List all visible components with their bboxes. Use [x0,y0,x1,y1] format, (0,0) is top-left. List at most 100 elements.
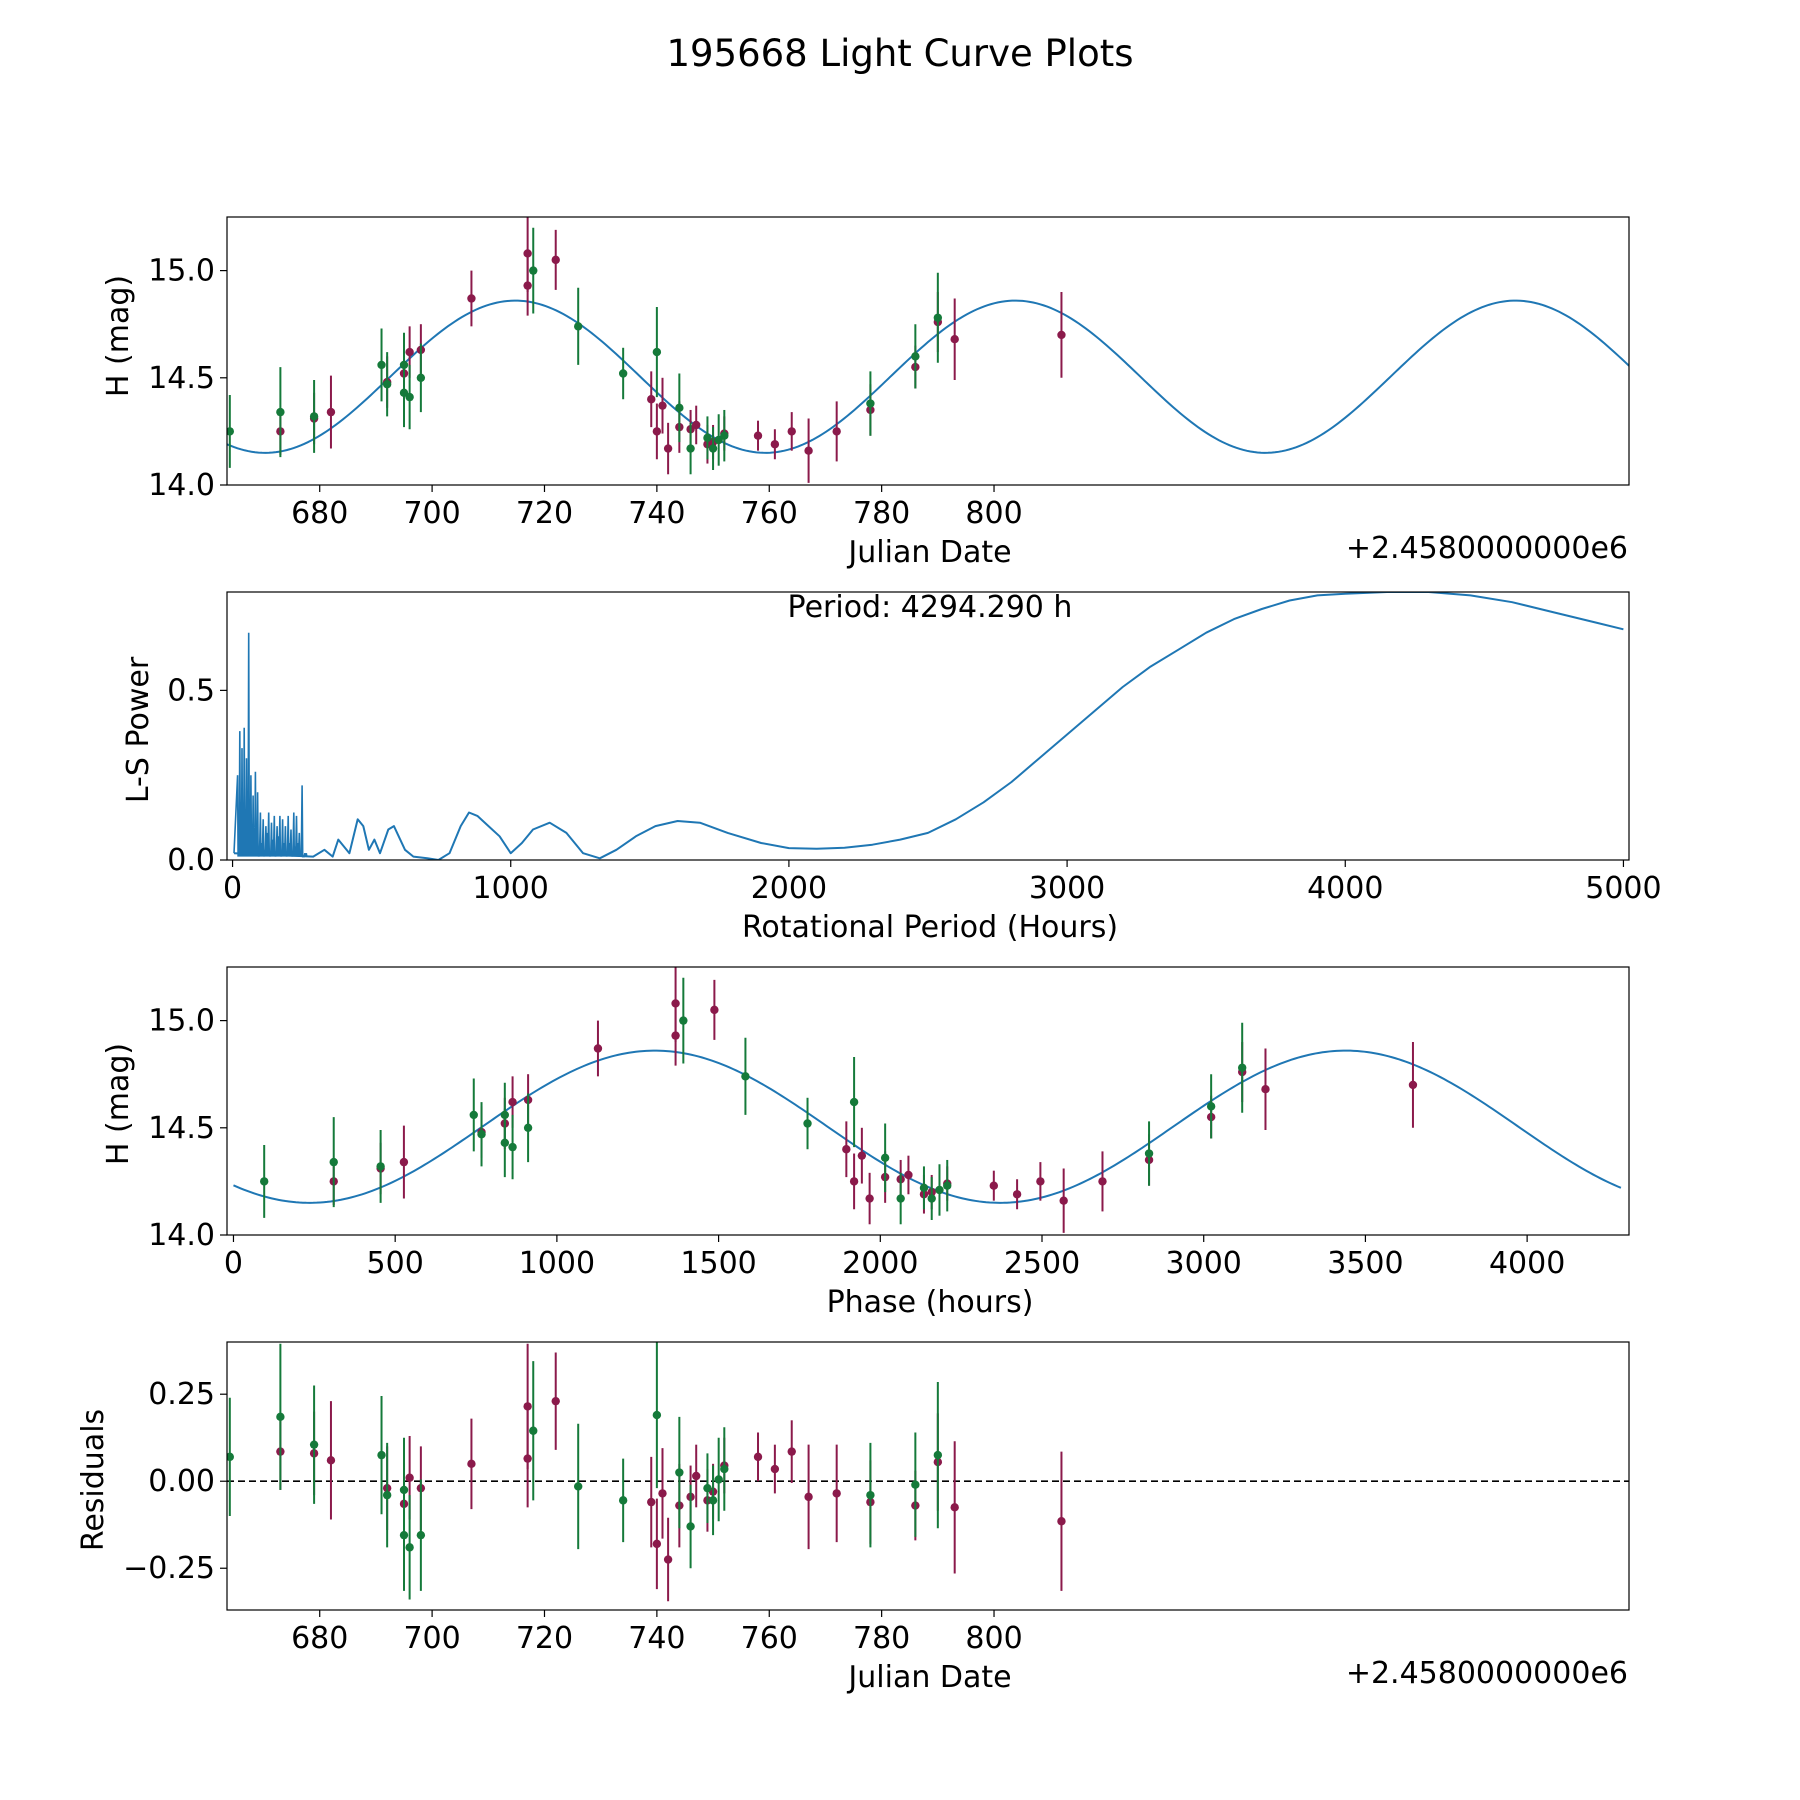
lightcurve-data-point [276,407,285,417]
phased-xtick-label: 4000 [1489,1246,1565,1281]
periodogram-xtick-label: 4000 [1307,871,1383,906]
lightcurve-data-point [326,407,336,417]
lightcurve-data-point [663,444,673,453]
lightcurve-data-point [529,266,538,275]
residuals-xlabel: Julian Date [846,1660,1011,1695]
residuals-data-point [703,1483,712,1493]
phased-data-point [593,1044,603,1053]
residuals-data-point [770,1464,780,1474]
residuals-data-point [523,1454,532,1463]
residuals-data-point [652,1410,662,1420]
phased-data-point [710,1005,719,1015]
residuals-plot-area [227,1342,1629,1602]
lightcurve-data-point [832,427,841,436]
residuals-data-point [467,1459,476,1469]
phased-data-point [927,1194,936,1203]
lightcurve-data-point [692,420,701,430]
period-annotation: Period: 4294.290 h [788,590,1073,625]
phased-data-point [259,1177,269,1186]
periodogram-power-line [233,592,1624,860]
lightcurve-data-point [933,313,943,322]
lightcurve-ytick-label: 15.0 [148,254,215,289]
lightcurve-axes-frame [226,216,1630,486]
periodogram-panel: Rotational Period (Hours) L-S Power Peri… [121,590,1662,945]
phased-data-point [849,1097,859,1107]
residuals-ytick-label: 0.25 [148,1377,215,1412]
lightcurve-data-point [1057,330,1066,340]
residuals-data-point [675,1468,684,1477]
residuals-data-point [753,1452,763,1462]
phased-data-point [508,1097,517,1107]
lightcurve-data-point [703,433,712,443]
lightcurve-data-point [551,255,560,265]
phased-data-point [989,1181,999,1190]
residuals-xtick-label: 740 [628,1621,685,1656]
residuals-data-point [692,1471,701,1481]
residuals-data-point [804,1492,813,1502]
residuals-data-point [382,1490,392,1500]
lightcurve-data-point [652,427,662,436]
lightcurve-data-point [416,373,426,382]
phased-xtick-label: 1000 [519,1246,595,1281]
phased-data-point [329,1157,338,1167]
lightcurve-xlabel: Julian Date [846,535,1011,570]
figure-title: 195668 Light Curve Plots [666,32,1133,75]
lightcurve-data-point [911,352,920,361]
lightcurve-data-point [377,360,386,370]
residuals-data-point [377,1450,386,1460]
phased-data-point [865,1194,874,1203]
phased-data-point [935,1185,944,1195]
lightcurve-data-point [618,369,628,378]
residuals-data-point [787,1447,796,1456]
phased-plot-area [233,967,1622,1233]
lightcurve-xtick-label: 680 [291,496,348,531]
phased-data-point [508,1142,517,1152]
phased-data-point [1206,1102,1216,1111]
lightcurve-data-point [652,347,662,357]
residuals-data-point [720,1464,729,1474]
lightcurve-data-point [787,427,796,436]
phased-data-point [477,1130,486,1139]
residuals-xtick-label: 760 [741,1621,798,1656]
phased-axes-frame [226,966,1630,1236]
lightcurve-data-point [523,249,532,258]
residuals-axes-frame [226,1341,1630,1611]
phased-data-point [1408,1080,1418,1090]
lightcurve-data-point [523,281,532,290]
phased-data-point [679,1016,688,1025]
residuals-data-point [950,1503,959,1512]
lightcurve-fit-curve [227,299,1629,454]
lightcurve-data-point [227,427,235,436]
lightcurve-data-point [686,444,695,453]
lightcurve-data-point [804,446,813,455]
residuals-xtick-label: 780 [853,1621,910,1656]
phased-data-point [1261,1085,1270,1094]
phased-data-point [919,1183,929,1193]
residuals-data-point [326,1456,336,1465]
lightcurve-xtick-label: 740 [628,496,685,531]
residuals-data-point [1057,1517,1066,1526]
phased-data-point [671,1031,680,1040]
residuals-data-point [309,1440,319,1449]
residuals-data-point [658,1489,667,1498]
lightcurve-data-point [658,401,667,410]
phased-data-point [943,1181,952,1190]
phased-data-point [857,1151,867,1160]
residuals-data-point [523,1402,532,1411]
phased-panel: Phase (hours) H (mag) 0 500 1000 1500 2000 25… [101,966,1630,1320]
phased-data-point [880,1153,890,1163]
phased-xtick-label: 2000 [842,1246,918,1281]
lightcurve-xtick-label: 780 [853,496,910,531]
periodogram-plot-area [233,592,1624,860]
residuals-data-point [866,1490,875,1500]
phased-data-point [399,1157,409,1167]
phased-data-point [1098,1177,1107,1186]
lightcurve-data-point [405,392,414,402]
phased-ytick-label: 14.0 [148,1218,215,1253]
residuals-data-point [227,1452,235,1462]
residuals-offset-label: +2.4580000000e6 [1346,1656,1628,1691]
lightcurve-data-point [574,322,583,331]
phased-data-point [671,999,680,1008]
phased-xtick-label: 2500 [1004,1246,1080,1281]
